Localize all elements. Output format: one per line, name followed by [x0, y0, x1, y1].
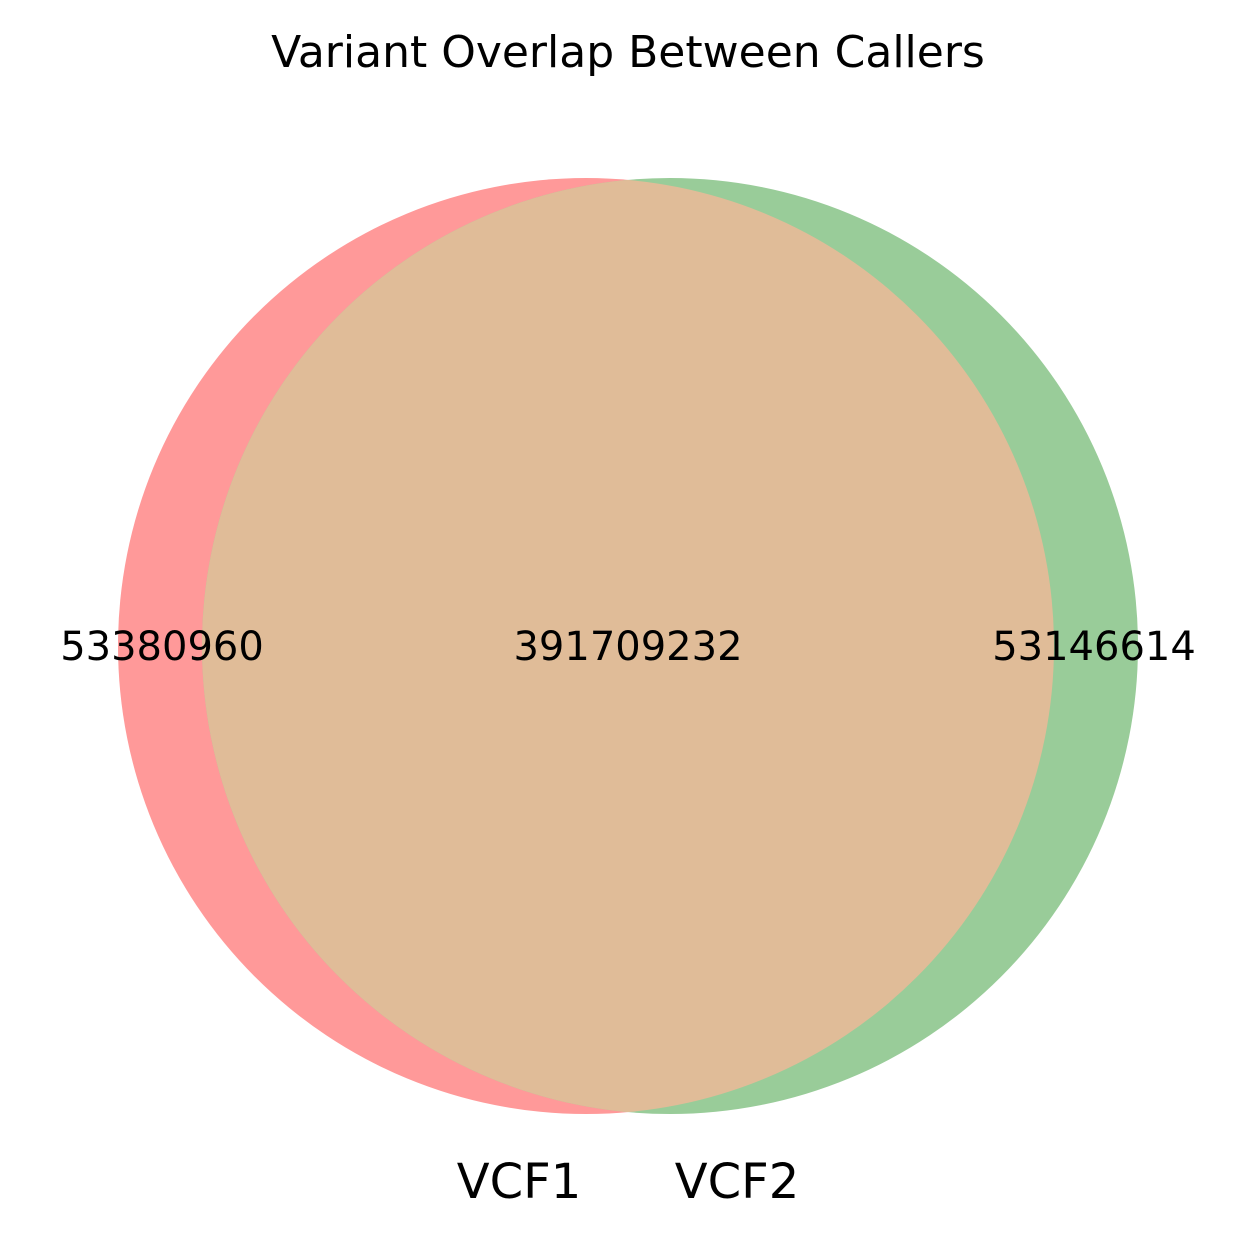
- set-b-label: VCF2: [675, 1154, 800, 1210]
- set-a-label: VCF1: [457, 1154, 582, 1210]
- intersection-region: [202, 178, 1054, 1114]
- set-a-only-count: 53380960: [60, 624, 264, 670]
- set-b-only-count: 53146614: [992, 624, 1196, 670]
- chart-title: Variant Overlap Between Callers: [271, 27, 985, 78]
- intersection-count: 391709232: [513, 624, 742, 670]
